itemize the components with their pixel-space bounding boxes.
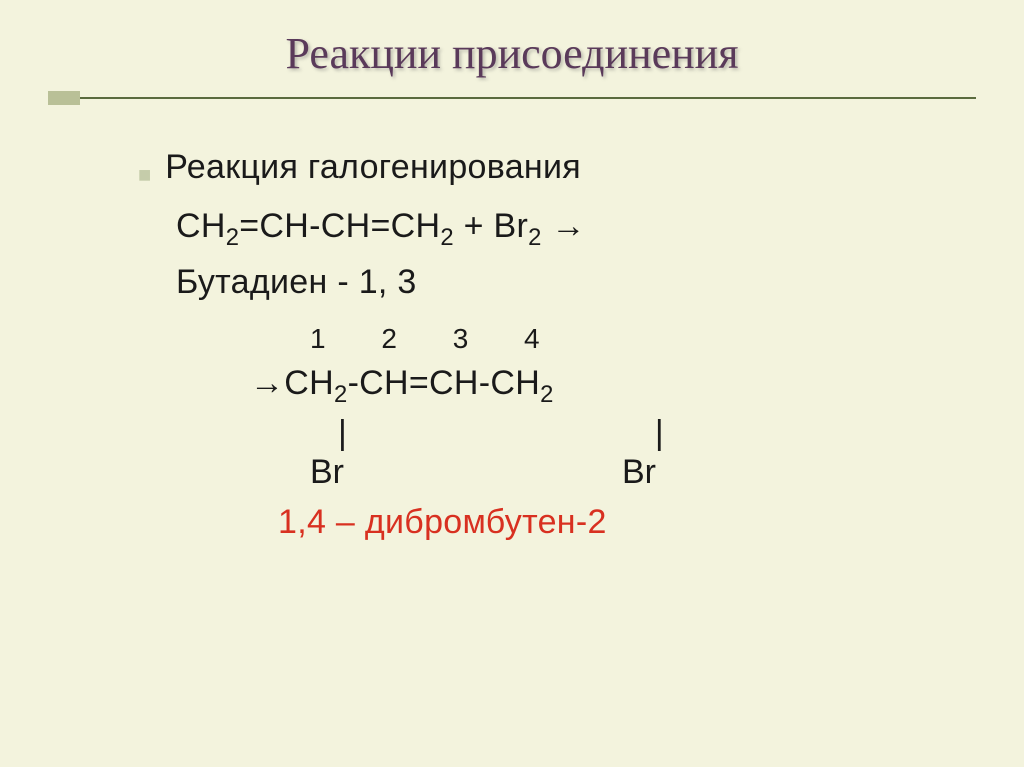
subtitle-text: Реакция галогенирования: [165, 141, 581, 194]
bond-row: | |: [138, 414, 976, 453]
bullet-icon: ■: [138, 164, 151, 186]
bond-1: |: [338, 414, 347, 453]
carbon-numbers: 1 2 3 4: [138, 323, 976, 355]
rule-line: [48, 97, 976, 99]
br-2: Br: [622, 453, 656, 492]
br-1: Br: [310, 453, 344, 492]
slide-container: Реакции присоединения ■ Реакция галогени…: [0, 0, 1024, 767]
reactant-formula: CH2=CH-CH=CH2 + Br2 →: [138, 200, 976, 257]
rule-accent-box: [48, 91, 80, 105]
substituent-row: Br Br: [138, 453, 976, 492]
slide-content: ■ Реакция галогенирования CH2=CH-CH=CH2 …: [48, 141, 976, 548]
bond-2: |: [655, 414, 664, 453]
reactant-name: Бутадиен - 1, 3: [138, 256, 976, 309]
product-formula: →CH2-CH=CH-CH2: [138, 357, 976, 414]
product-name: 1,4 – дибромбутен-2: [138, 496, 976, 549]
title-rule: [48, 89, 976, 109]
slide-title: Реакции присоединения: [48, 28, 976, 79]
subtitle-row: ■ Реакция галогенирования: [138, 141, 976, 194]
